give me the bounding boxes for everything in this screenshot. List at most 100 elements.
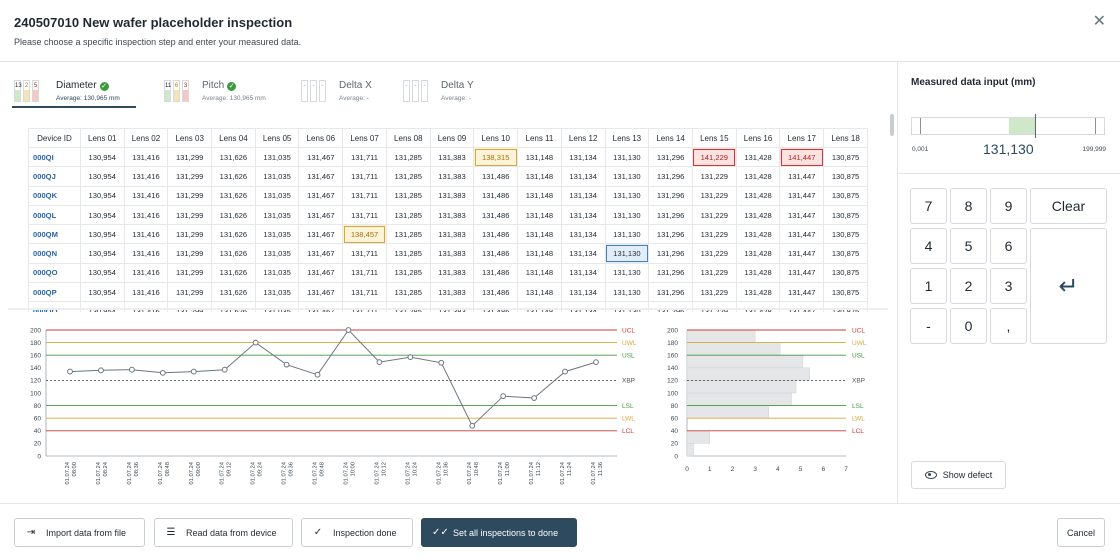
measurement-cell[interactable]: 131,428	[735, 301, 781, 312]
measurement-cell[interactable]: 130,875	[823, 204, 868, 226]
measurement-cell[interactable]: 131,035	[254, 243, 300, 264]
column-header-lens[interactable]: Lens 16	[735, 128, 781, 148]
measurement-cell[interactable]: 130,954	[79, 262, 125, 284]
key-6[interactable]: 6	[990, 228, 1027, 264]
measurement-cell[interactable]: 131,035	[254, 146, 300, 168]
tab-diameter[interactable]: 13 2 5 Diameter ✓ Average: 130,965 mm	[12, 74, 136, 108]
measurement-cell[interactable]: 130,954	[79, 301, 125, 312]
measurement-cell[interactable]: 131,148	[517, 301, 562, 312]
measurement-cell[interactable]: 131,486	[473, 243, 519, 264]
measurement-cell[interactable]: 131,486	[473, 224, 519, 245]
measurement-cell[interactable]: 131,447	[779, 301, 825, 312]
measurement-cell[interactable]: 131,148	[517, 166, 562, 187]
measurement-cell[interactable]: 131,285	[385, 185, 431, 206]
column-header-lens[interactable]: Lens 03	[167, 128, 213, 148]
device-id-cell[interactable]: 000QQ	[28, 301, 81, 312]
measurement-cell[interactable]: 131,285	[385, 282, 431, 303]
measurement-cell[interactable]: 130,875	[823, 262, 868, 284]
measurement-cell[interactable]: 131,711	[342, 282, 387, 303]
measurement-cell[interactable]: 131,130	[604, 262, 650, 284]
measurement-cell[interactable]: 131,148	[517, 204, 562, 226]
measurement-cell[interactable]: 131,148	[517, 146, 562, 168]
measurement-cell[interactable]: 131,299	[167, 224, 213, 245]
measurement-cell[interactable]: 131,486	[473, 262, 519, 284]
measurement-cell[interactable]: 131,486	[473, 301, 519, 312]
measurement-cell[interactable]: 131,447	[779, 204, 825, 226]
measurement-cell[interactable]: 131,626	[211, 146, 256, 168]
key-2[interactable]: 2	[950, 268, 987, 304]
measurement-cell[interactable]: 131,428	[735, 262, 781, 284]
measurement-cell[interactable]: 131,447	[779, 282, 825, 303]
measurement-cell[interactable]: 131,626	[211, 166, 256, 187]
measurement-cell[interactable]: 131,148	[517, 185, 562, 206]
measurement-cell[interactable]: 131,299	[167, 301, 213, 312]
measurement-cell[interactable]: 130,875	[823, 146, 868, 168]
column-header-lens[interactable]: Lens 07	[342, 128, 387, 148]
measurement-cell[interactable]: 131,229	[691, 301, 737, 312]
key-9[interactable]: 9	[990, 188, 1027, 224]
device-id-cell[interactable]: 000QL	[28, 204, 81, 226]
measurement-cell[interactable]: 131,383	[429, 262, 475, 284]
measurement-cell[interactable]: 131,467	[298, 282, 344, 303]
key-4[interactable]: 4	[910, 228, 947, 264]
measurement-cell[interactable]: 138,457	[342, 224, 387, 245]
measurement-cell[interactable]: 131,229	[691, 224, 737, 245]
measurement-cell[interactable]: 131,626	[211, 224, 256, 245]
tab-delta-y[interactable]: - - - Delta Y Average: -	[401, 74, 491, 108]
measurement-cell[interactable]: 131,383	[429, 166, 475, 187]
key-comma[interactable]: ,	[990, 308, 1027, 344]
key-1[interactable]: 1	[910, 268, 947, 304]
measurement-cell[interactable]: 131,229	[691, 185, 737, 206]
measurement-cell[interactable]: 131,296	[648, 204, 693, 226]
measurement-cell[interactable]: 131,711	[342, 146, 387, 168]
measurement-cell[interactable]: 130,954	[79, 224, 125, 245]
measurement-cell[interactable]: 131,416	[123, 262, 169, 284]
measurement-cell[interactable]: 130,954	[79, 282, 125, 303]
key-7[interactable]: 7	[910, 188, 947, 224]
measurement-cell[interactable]: 131,383	[429, 282, 475, 303]
measurement-cell[interactable]: 131,486	[473, 282, 519, 303]
measurement-cell[interactable]: 131,134	[560, 185, 606, 206]
measurement-cell[interactable]: 131,416	[123, 282, 169, 303]
measurement-cell[interactable]: 131,134	[560, 243, 606, 264]
measurement-cell[interactable]: 131,416	[123, 166, 169, 187]
measurement-cell[interactable]: 131,428	[735, 166, 781, 187]
device-id-cell[interactable]: 000QK	[28, 185, 81, 206]
measurement-cell[interactable]: 130,875	[823, 301, 868, 312]
column-header-lens[interactable]: Lens 17	[779, 128, 825, 148]
measurement-cell[interactable]: 131,486	[473, 166, 519, 187]
measurement-cell[interactable]: 131,130	[604, 185, 650, 206]
measurement-cell[interactable]: 131,229	[691, 282, 737, 303]
measurement-cell[interactable]: 131,296	[648, 166, 693, 187]
measurement-cell[interactable]: 131,447	[779, 166, 825, 187]
measurement-cell[interactable]: 131,299	[167, 282, 213, 303]
measurement-cell[interactable]: 131,383	[429, 185, 475, 206]
column-header-lens[interactable]: Lens 11	[517, 128, 562, 148]
measurement-cell[interactable]: 130,875	[823, 224, 868, 245]
column-header-lens[interactable]: Lens 14	[648, 128, 693, 148]
measurement-cell[interactable]: 130,875	[823, 282, 868, 303]
measurement-cell[interactable]: 131,447	[779, 262, 825, 284]
key-8[interactable]: 8	[950, 188, 987, 224]
table-scrollbar[interactable]	[890, 114, 894, 136]
measurement-cell[interactable]: 131,383	[429, 146, 475, 168]
device-id-cell[interactable]: 000QN	[28, 243, 81, 264]
measurement-cell[interactable]: 131,035	[254, 282, 300, 303]
measurement-cell[interactable]: 131,467	[298, 243, 344, 264]
column-header-device-id[interactable]: Device ID	[28, 128, 81, 148]
measurement-cell[interactable]: 131,383	[429, 301, 475, 312]
cancel-button[interactable]: Cancel	[1057, 518, 1105, 547]
column-header-lens[interactable]: Lens 09	[429, 128, 475, 148]
clear-button[interactable]: Clear	[1030, 188, 1107, 224]
measurement-cell[interactable]: 131,296	[648, 243, 693, 264]
measurement-cell[interactable]: 131,428	[735, 204, 781, 226]
column-header-lens[interactable]: Lens 12	[560, 128, 606, 148]
column-header-lens[interactable]: Lens 02	[123, 128, 169, 148]
measurement-cell[interactable]: 131,299	[167, 146, 213, 168]
measurement-cell[interactable]: 131,296	[648, 301, 693, 312]
key-3[interactable]: 3	[990, 268, 1027, 304]
measurement-cell[interactable]: 131,467	[298, 301, 344, 312]
device-id-cell[interactable]: 000QJ	[28, 166, 81, 187]
measurement-cell[interactable]: 131,467	[298, 185, 344, 206]
measurement-cell[interactable]: 131,299	[167, 166, 213, 187]
